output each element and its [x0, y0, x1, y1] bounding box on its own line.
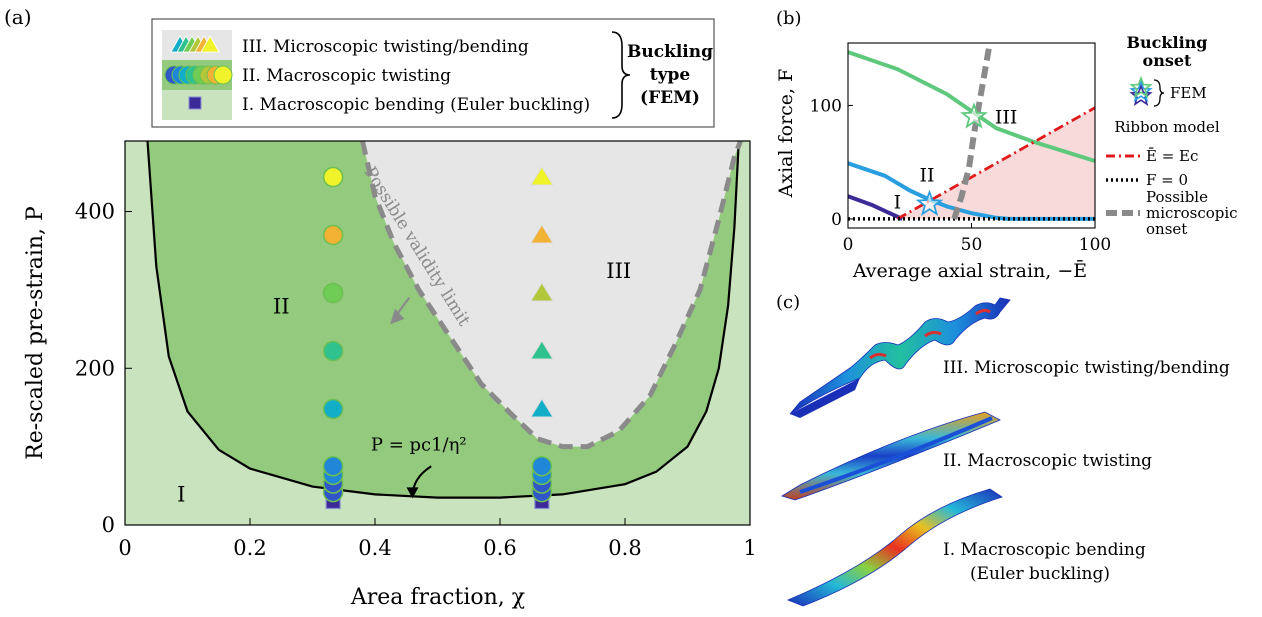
legend-a-brace [611, 31, 631, 119]
data-point-triangle [529, 340, 554, 360]
label-micro-twisting: III. Microscopic twisting/bending [943, 358, 1230, 378]
phase-diagram-y-tick-label: 0 [102, 513, 115, 537]
data-point-circle [322, 340, 344, 362]
label-euler-buckling: (Euler buckling) [970, 564, 1110, 584]
legend-b-entry-onset-line: onset [1146, 220, 1187, 238]
legend-triangle-markers [170, 35, 220, 53]
phase-diagram-frame [124, 140, 751, 526]
phase-diagram-x-label: Area fraction, χ [350, 585, 525, 610]
force-strain-region-label: II [920, 164, 935, 186]
legend-b-entry-ec: Ē = Ec [1146, 147, 1198, 165]
legend-b-entry-onset: Possible microscopic onset [1146, 188, 1238, 238]
force-strain-x-label: Average axial strain, −Ē [852, 259, 1087, 282]
legend-a-entry-iii: III. Microscopic twisting/bending [242, 37, 529, 57]
phase-diagram-y-label: Re-scaled pre-strain, P [23, 206, 48, 460]
stable-region-fill [897, 107, 1095, 219]
phase-diagram-y-tick-label: 200 [75, 356, 115, 380]
data-point-circle [531, 455, 553, 477]
fem-onset-star [960, 102, 988, 129]
phase-diagram-x-tick-label: 0.8 [608, 536, 641, 560]
force-strain-x-tick-label: 0 [843, 235, 854, 255]
region-iii-fill [362, 141, 741, 447]
legend-a-entry-ii: II. Macroscopic twisting [242, 66, 451, 86]
force-strain-x-tick-label: 100 [1079, 235, 1111, 255]
ribbon-macro-bending [786, 488, 1003, 607]
region-label: III [606, 259, 631, 283]
legend-b-fem-label: FEM [1170, 84, 1207, 102]
phase-diagram-x-tick-label: 0 [118, 536, 131, 560]
legend-a-bracket-line1: Buckling [627, 42, 713, 62]
fem-onset-star [915, 189, 944, 217]
region-label: I [177, 482, 185, 506]
fem-renderings-panel: (c) III. Microscopic twisting/bending II… [776, 292, 1230, 607]
legend-circle-marker [213, 65, 233, 85]
ribbon-macro-twisting-center [799, 416, 993, 494]
ribbon-micro-twisting-highlight [869, 308, 991, 360]
data-point-circle [322, 224, 344, 246]
force-strain-y-tick-label: 100 [810, 96, 842, 116]
force-strain-y-tick-label: 0 [831, 210, 842, 230]
force-strain-x-tick-label: 50 [961, 235, 983, 255]
force-strain-y-label: Axial force, F [775, 69, 797, 199]
ribbon-micro-twisting [789, 297, 1011, 418]
legend-circle-markers [164, 65, 233, 85]
boundary-curve [146, 140, 740, 499]
phase-diagram-x-tick-label: 0.2 [233, 536, 266, 560]
panel-label-c: (c) [776, 292, 800, 313]
legend-b-title-line2: onset [1143, 51, 1192, 70]
boundary-arrowhead [406, 487, 419, 499]
data-point-circle [322, 282, 344, 304]
legend-b: Buckling onset FEM Ribbon model Ē = Ec F… [1106, 33, 1238, 238]
validity-limit-curve [360, 140, 743, 450]
force-strain-region-label: I [894, 192, 902, 214]
legend-star-marker [1129, 75, 1153, 98]
legend-b-ribbon-title: Ribbon model [1114, 118, 1219, 136]
phase-diagram-x-tick-label: 1 [743, 536, 756, 560]
legend-a-entry-i: I. Macroscopic bending (Euler buckling) [242, 95, 590, 115]
phase-diagram-x-tick-label: 0.4 [358, 536, 391, 560]
legend-a: III. Microscopic twisting/bending II. Ma… [151, 18, 715, 128]
region-label: II [273, 294, 290, 318]
panel-label-a: (a) [4, 5, 32, 29]
legend-b-fem-stars [1129, 75, 1153, 106]
legend-b-title-line1: Buckling [1127, 33, 1208, 52]
ribbon-macro-twisting [781, 411, 1001, 501]
panel-label-b: (b) [776, 8, 802, 29]
legend-a-bracket-line3: (FEM) [640, 88, 700, 108]
ribbon-micro-twisting-face [790, 378, 860, 418]
legend-star-marker [1129, 79, 1153, 102]
legend-b-entry-onset-line: Possible [1146, 188, 1208, 206]
phase-diagram-y-tick-label: 400 [75, 200, 115, 224]
data-point-circle [322, 398, 344, 420]
data-point-circle [322, 166, 344, 188]
phase-diagram-x-tick-label: 0.6 [483, 536, 516, 560]
ribbon-micro-twisting-shape [789, 297, 1011, 415]
boundary-annotation: P = pc1/η² [371, 435, 467, 456]
legend-b-brace [1153, 79, 1165, 107]
legend-triangle-marker [200, 35, 220, 53]
data-point-triangle [529, 166, 554, 186]
legend-b-entry-f0: F = 0 [1146, 171, 1188, 189]
data-point-triangle [529, 224, 554, 244]
series-line [951, 48, 992, 220]
series-line [896, 106, 1096, 221]
legend-star-marker [1129, 83, 1153, 106]
ribbon-macro-bending-shape [786, 488, 1003, 607]
force-strain-region-label: III [995, 107, 1018, 129]
legend-square-marker [188, 96, 202, 110]
force-strain-frame [847, 42, 1096, 229]
data-point-triangle [529, 398, 554, 418]
legend-a-bracket-line2: type [650, 65, 691, 85]
data-point-triangle [529, 282, 554, 302]
label-macro-twisting: II. Macroscopic twisting [943, 451, 1152, 471]
data-point-circle [322, 455, 344, 477]
legend-b-entry-onset-line: microscopic [1146, 204, 1238, 222]
validity-limit-arrowhead [390, 308, 405, 325]
phase-diagram-panel: (a) III. Microscopic twisting/bending II… [4, 5, 757, 610]
label-macro-bending: I. Macroscopic bending [943, 540, 1146, 560]
